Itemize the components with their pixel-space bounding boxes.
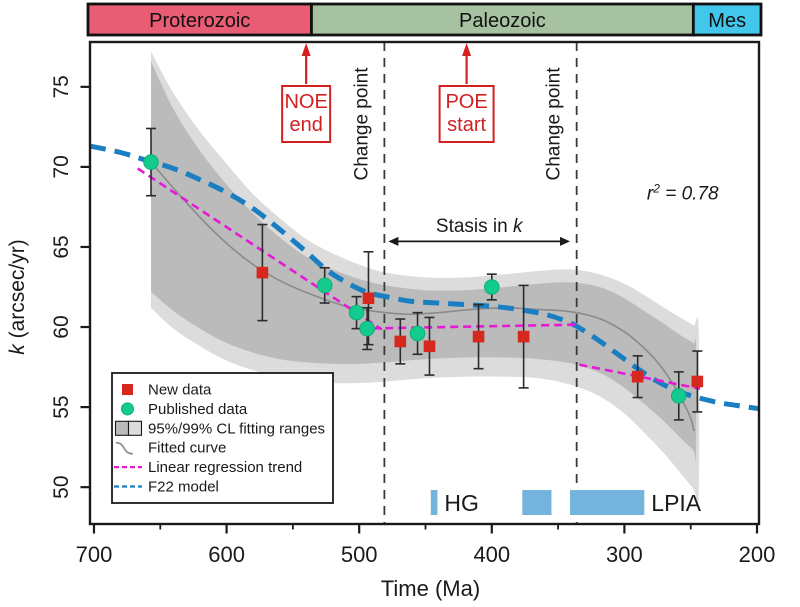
poe-start-label-line1: POE xyxy=(445,91,487,113)
stasis-label: Stasis in k xyxy=(436,216,524,237)
new-data-point xyxy=(394,335,407,348)
legend-item-new-data-swatch xyxy=(122,384,133,395)
legend-item-published-data-swatch xyxy=(121,402,134,416)
legend-item-published-data-label: Published data xyxy=(148,401,248,418)
geo-label-paleozoic: Paleozoic xyxy=(459,10,546,32)
published-data-point xyxy=(348,304,365,321)
published-data-point xyxy=(316,277,333,294)
published-data-point xyxy=(143,154,159,170)
legend-box xyxy=(111,372,334,504)
published-data-series xyxy=(143,154,687,404)
legend-item-95-99-cl-fitting-ranges-swatch-99 xyxy=(127,420,143,436)
poe-start-box xyxy=(438,85,495,143)
y-tick-label: 60 xyxy=(50,315,73,338)
x-tick-label: 200 xyxy=(739,542,776,567)
legend-item-f22-model-label: F22 model xyxy=(148,479,219,496)
x-tick-label: 400 xyxy=(473,542,510,567)
new-data-point xyxy=(631,370,644,383)
confidence-band-99CL xyxy=(150,51,700,508)
y-tick-label: 75 xyxy=(50,75,73,98)
x-tick-label: 700 xyxy=(76,542,113,567)
change-point-label-1: Change point xyxy=(351,67,372,181)
new-data-point xyxy=(256,266,269,279)
geo-section-proterozoic xyxy=(86,2,313,37)
new-data-series xyxy=(256,266,704,388)
legend: New data Published data 95%/99% CL fitting… xyxy=(111,372,334,504)
legend-item-95-99-cl-fitting-ranges-label: 95%/99% CL fitting ranges xyxy=(148,420,325,437)
y-tick-label: 50 xyxy=(50,475,73,498)
legend-item-95-99-cl-fitting-ranges-swatch-95 xyxy=(114,420,130,436)
poe-start-label-line2: start xyxy=(447,114,486,136)
y-tick-label: 70 xyxy=(50,155,73,178)
regression-segment-1 xyxy=(137,167,383,331)
y-tick-label: 55 xyxy=(50,395,73,418)
x-axis-title: Time (Ma) xyxy=(381,576,480,601)
x-tick-label: 300 xyxy=(606,542,643,567)
y-tick-label: 65 xyxy=(50,235,73,258)
plot-border xyxy=(88,40,761,526)
geo-label-proterozoic: Proterozoic xyxy=(149,10,250,32)
published-data-point xyxy=(483,279,500,295)
published-data-point xyxy=(409,325,426,342)
r-squared-label: r2 = 0.78 xyxy=(647,182,719,205)
hg-bar-label: HG xyxy=(444,490,479,516)
new-data-point xyxy=(517,330,530,343)
glacial-intervals: HG LPIA xyxy=(430,490,702,516)
axes: 700 600 500 400 300 200 50 55 60 65 70 75 Time (Ma) k… xyxy=(6,40,776,601)
new-data-point xyxy=(691,375,704,388)
legend-item-linear-regression-trend-label: Linear regression trend xyxy=(148,459,302,476)
confidence-band-95CL xyxy=(150,61,697,463)
geo-section-mes xyxy=(691,2,763,37)
stasis-arrowhead-left xyxy=(388,236,399,246)
x-tick-label: 500 xyxy=(341,542,378,567)
noe-end-label-line2: end xyxy=(289,114,322,136)
published-data-point xyxy=(670,388,687,404)
glacial-bar xyxy=(522,490,552,516)
new-data-point xyxy=(362,292,375,305)
change-points: Change point Change point xyxy=(351,42,578,524)
regression-segment-2 xyxy=(359,323,577,330)
regression-segment-3 xyxy=(579,363,701,390)
noe-end-label-line1: NOE xyxy=(284,91,327,113)
new-data-point xyxy=(423,340,436,353)
geo-label-mes: Mes xyxy=(708,10,746,32)
regression-trend xyxy=(137,167,701,390)
new-data-point xyxy=(472,330,485,343)
x-tick-label: 600 xyxy=(208,542,245,567)
stasis-arrowhead-right xyxy=(560,236,571,246)
noe-end-arrowhead xyxy=(301,43,311,56)
geo-timescale-bar: Proterozoic Paleozoic Mes xyxy=(86,2,763,37)
legend-item-fitted-curve-label: Fitted curve xyxy=(148,440,226,457)
lpia-bar-label: LPIA xyxy=(651,490,702,516)
legend-item-fitted-curve-swatch xyxy=(115,441,134,455)
glacial-bar-lpia xyxy=(570,490,645,516)
confidence-bands xyxy=(150,51,700,508)
poe-start-arrowhead xyxy=(462,43,472,56)
noe-end-box xyxy=(281,85,332,143)
legend-item-new-data-label: New data xyxy=(148,382,212,399)
change-point-label-2: Change point xyxy=(544,67,565,181)
glacial-bar-hg xyxy=(430,490,438,516)
y-axis-title: k (arcsec/yr) xyxy=(6,239,29,355)
f22-model-line xyxy=(89,143,760,412)
published-data-point xyxy=(359,320,375,337)
